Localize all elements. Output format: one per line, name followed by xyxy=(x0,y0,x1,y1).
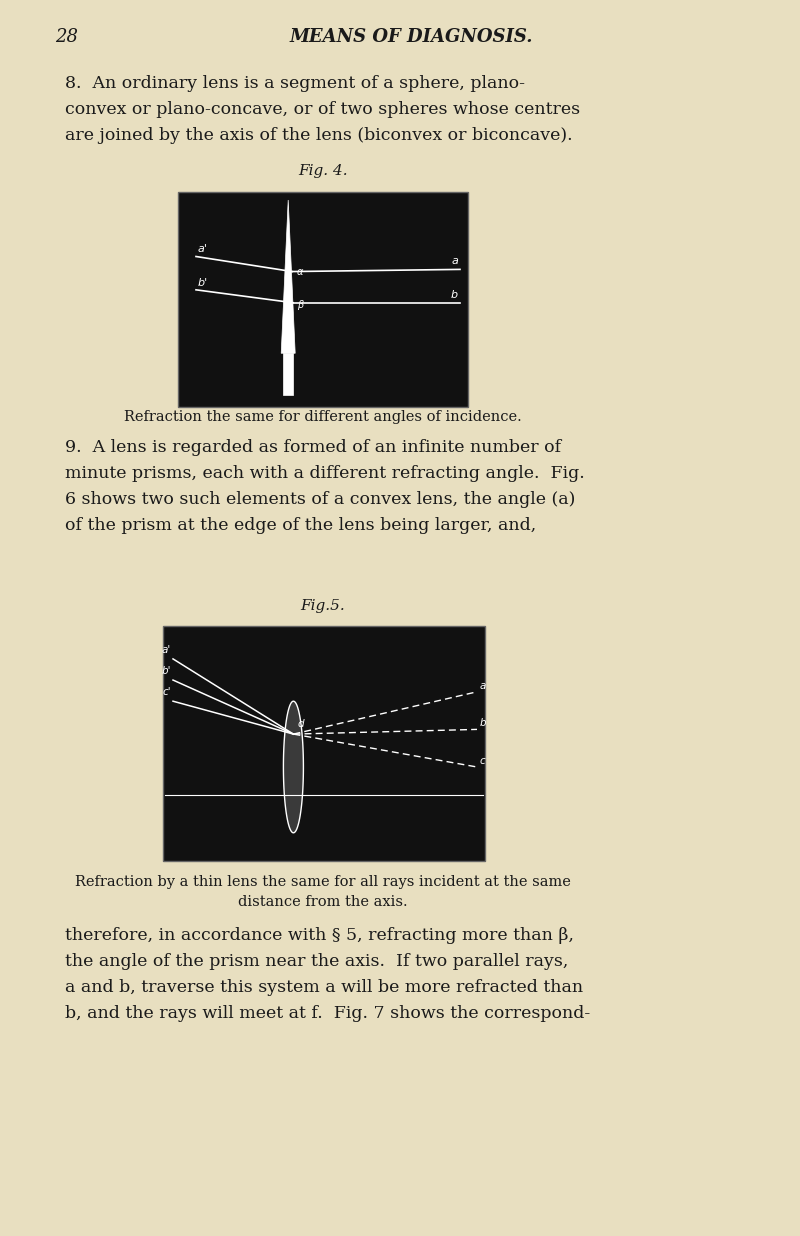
Text: therefore, in accordance with § 5, refracting more than β,: therefore, in accordance with § 5, refra… xyxy=(65,927,574,944)
Text: b': b' xyxy=(162,666,171,676)
Text: Fig.5.: Fig.5. xyxy=(301,599,346,613)
Text: the angle of the prism near the axis.  If two parallel rays,: the angle of the prism near the axis. If… xyxy=(65,953,568,970)
Text: a: a xyxy=(480,681,486,691)
Text: α: α xyxy=(298,267,303,277)
Text: b, and the rays will meet at f.  Fig. 7 shows the correspond-: b, and the rays will meet at f. Fig. 7 s… xyxy=(65,1005,590,1022)
Text: c: c xyxy=(480,756,486,766)
Text: b: b xyxy=(451,289,458,299)
Bar xyxy=(283,353,293,396)
Text: b: b xyxy=(480,718,486,728)
Bar xyxy=(178,192,468,407)
Text: Refraction the same for different angles of incidence.: Refraction the same for different angles… xyxy=(124,410,522,424)
Text: of the prism at the edge of the lens being larger, and,: of the prism at the edge of the lens bei… xyxy=(65,517,536,534)
Text: b': b' xyxy=(198,278,208,288)
Text: 28: 28 xyxy=(55,28,78,46)
Text: c': c' xyxy=(162,687,171,697)
Bar xyxy=(163,625,485,861)
Polygon shape xyxy=(282,200,295,353)
Text: a and b, traverse this system a will be more refracted than: a and b, traverse this system a will be … xyxy=(65,979,583,996)
Text: 9.  A lens is regarded as formed of an infinite number of: 9. A lens is regarded as formed of an in… xyxy=(65,439,561,456)
Text: a: a xyxy=(451,256,458,267)
Text: Fig. 4.: Fig. 4. xyxy=(298,164,348,178)
Text: are joined by the axis of the lens (biconvex or biconcave).: are joined by the axis of the lens (bico… xyxy=(65,127,573,145)
Text: convex or plano-concave, or of two spheres whose centres: convex or plano-concave, or of two spher… xyxy=(65,101,580,117)
Text: minute prisms, each with a different refracting angle.  Fig.: minute prisms, each with a different ref… xyxy=(65,465,585,482)
Text: d: d xyxy=(298,719,304,729)
Text: 6 shows two such elements of a convex lens, the angle (a): 6 shows two such elements of a convex le… xyxy=(65,491,575,508)
Text: β: β xyxy=(298,299,303,310)
Text: Refraction by a thin lens the same for all rays incident at the same
distance fr: Refraction by a thin lens the same for a… xyxy=(75,875,571,908)
Text: 8.  An ordinary lens is a segment of a sphere, plano-: 8. An ordinary lens is a segment of a sp… xyxy=(65,75,525,91)
Text: a': a' xyxy=(162,645,171,655)
Text: a': a' xyxy=(198,245,208,255)
Polygon shape xyxy=(283,701,303,833)
Text: MEANS OF DIAGNOSIS.: MEANS OF DIAGNOSIS. xyxy=(290,28,534,46)
